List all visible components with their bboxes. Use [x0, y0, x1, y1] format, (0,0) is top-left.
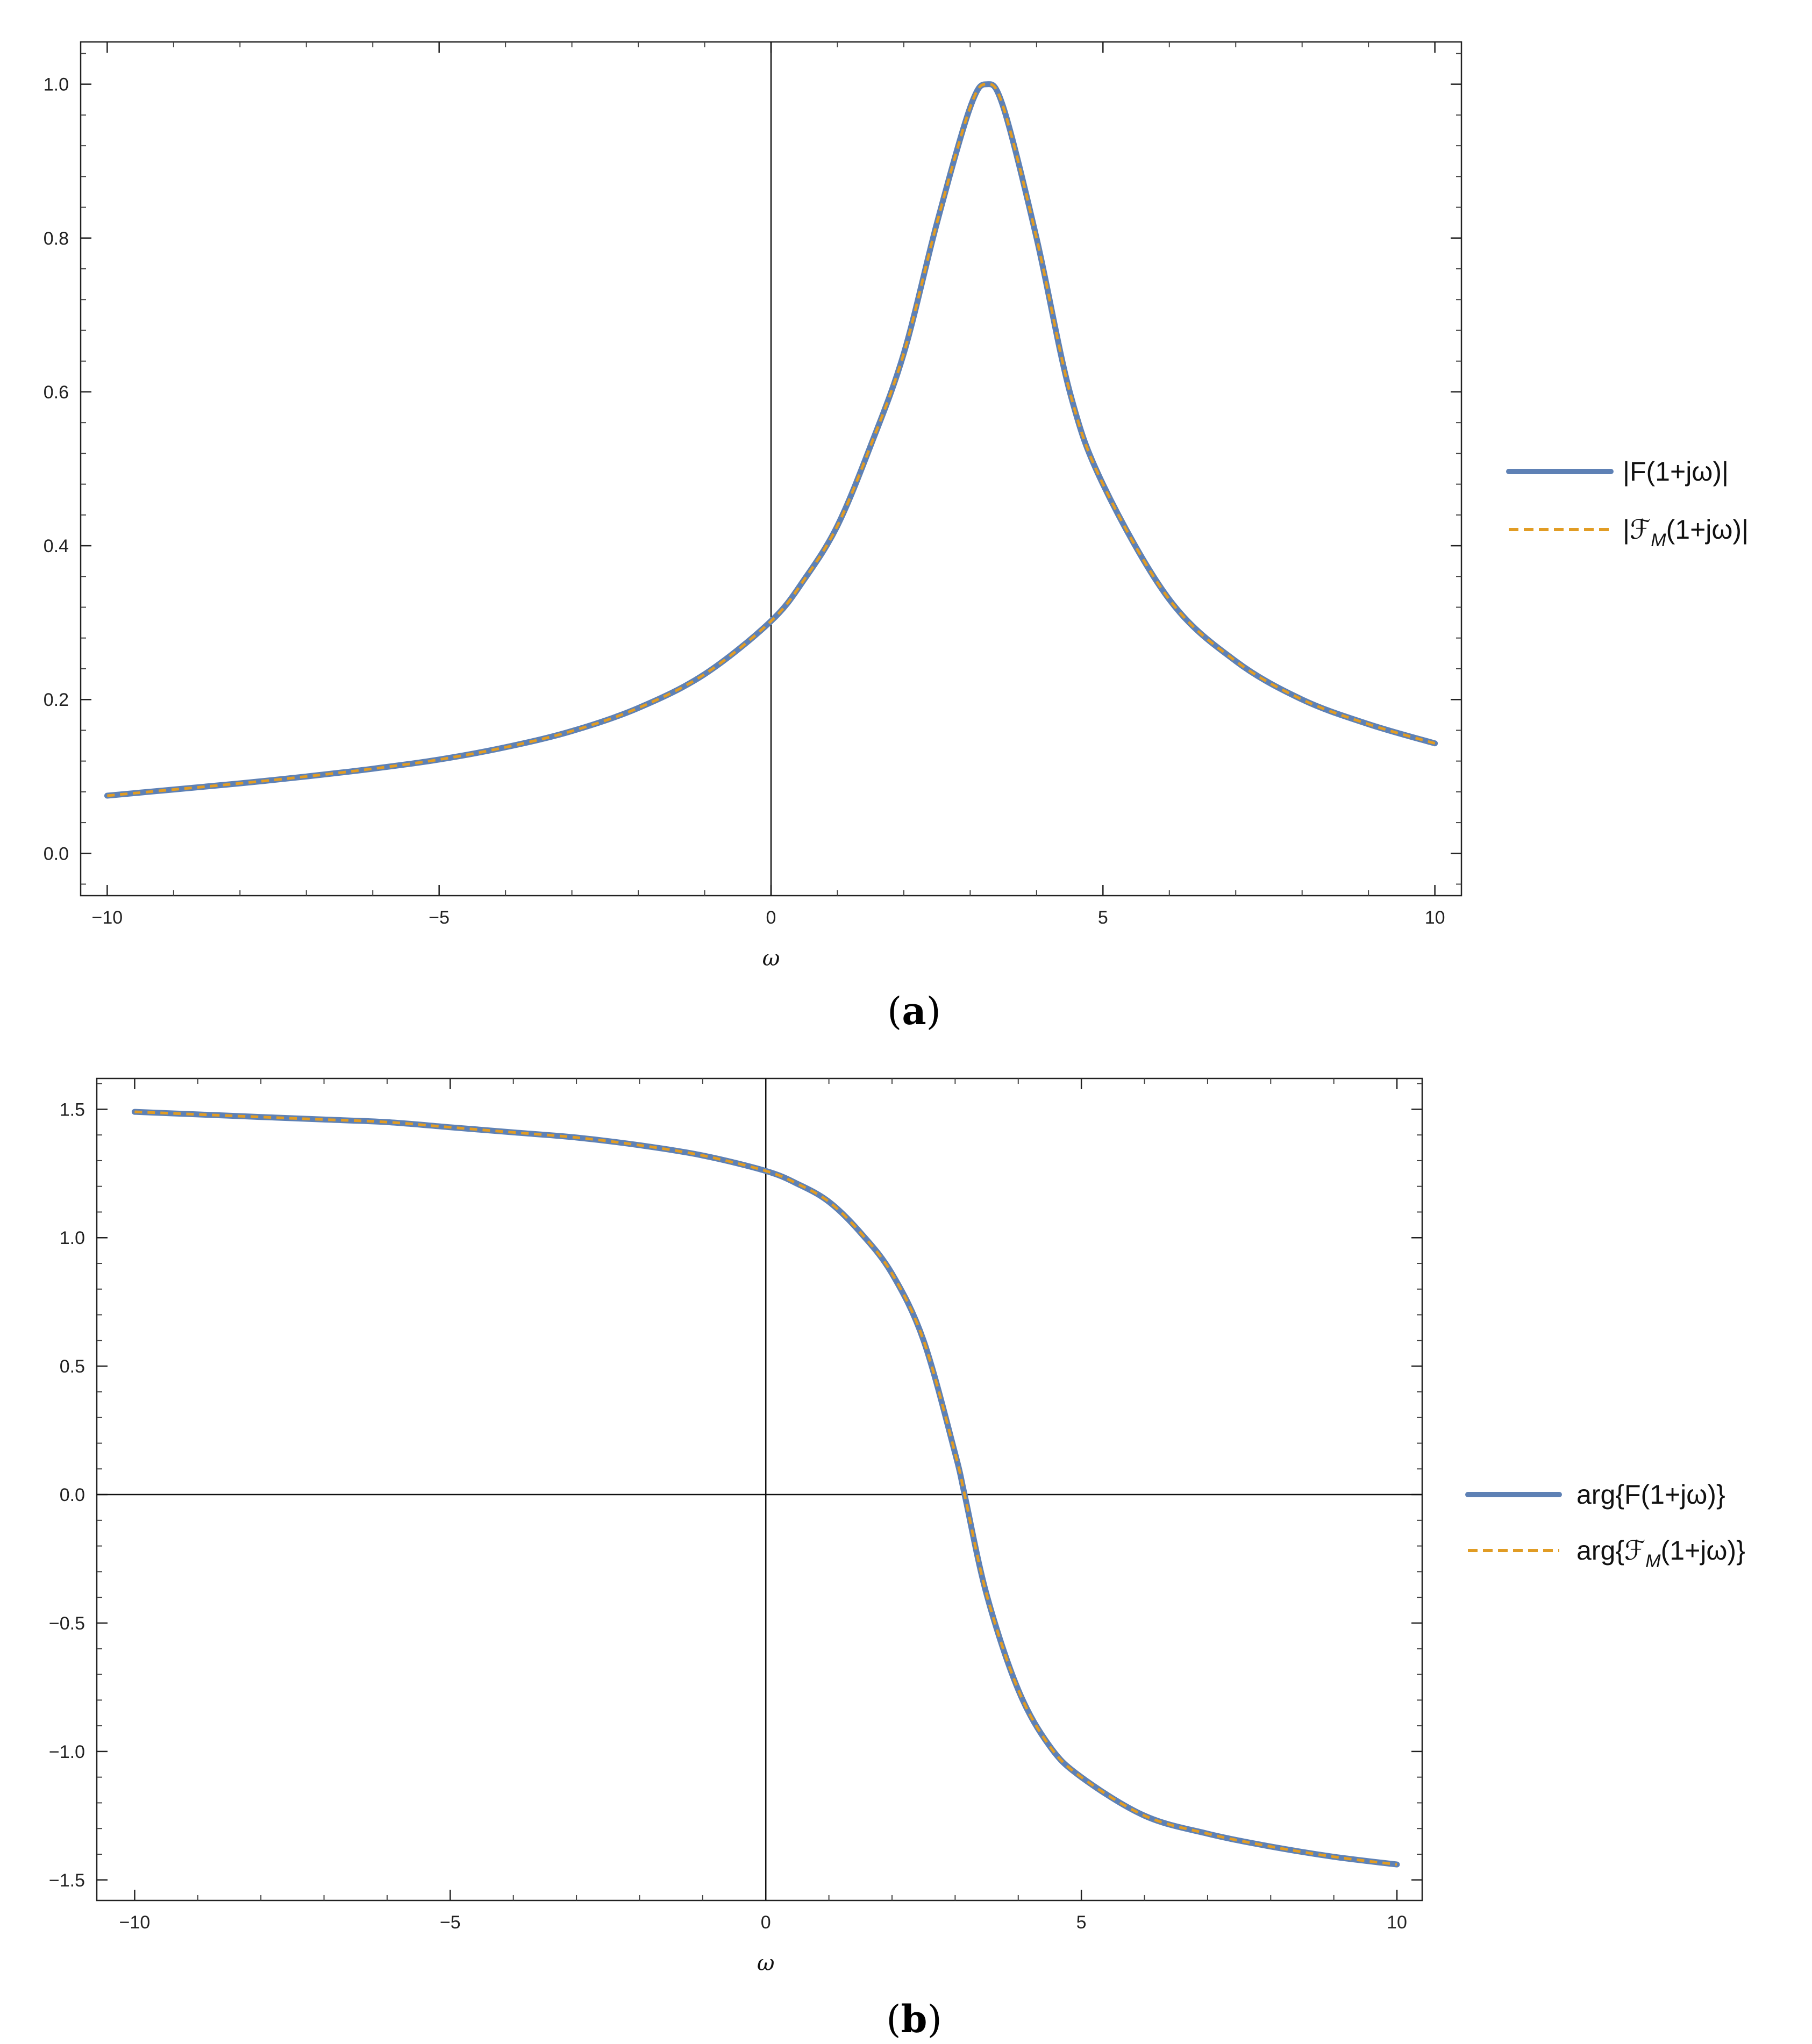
chart-a-y-tick-label: 0.4 [44, 536, 69, 556]
chart-a-y-tick-label: 1.0 [44, 75, 69, 95]
plot-area-b: −10 −5 0 5 10 −1.5 −1.0 −0.5 0.0 0.5 1.0 1.5 ω [49, 1077, 1423, 1976]
legend-a-label-2: |ℱM(1+jω)| [1623, 514, 1749, 551]
chart-b-frame [96, 1077, 1423, 1902]
chart-b-y-tick-label: 1.0 [60, 1228, 85, 1248]
chart-a-y-tick-label: 0.6 [44, 382, 69, 403]
chart-a-x-tick-label: −10 [92, 907, 123, 928]
chart-b-x-tick-label: −10 [119, 1912, 151, 1933]
chart-b-x-tick-label: −5 [440, 1912, 461, 1933]
caption-b: (b) [886, 1997, 942, 2041]
chart-b-y-tick-label: 1.5 [60, 1099, 85, 1120]
chart-b-y-tick-label: −1.5 [49, 1870, 85, 1891]
legend-b-label-2: arg{ℱM(1+jω)} [1576, 1535, 1745, 1571]
chart-panel-b: −10 −5 0 5 10 −1.5 −1.0 −0.5 0.0 0.5 1.0 1.5 ω arg{F… [49, 1077, 1745, 2041]
chart-b-y-tick-label: −1.0 [49, 1742, 85, 1762]
chart-b-x-tick-label: 0 [761, 1912, 771, 1933]
chart-b-y-tick-label: 0.0 [60, 1485, 85, 1505]
chart-b-x-tick-label: 10 [1387, 1912, 1407, 1933]
caption-a: (a) [887, 989, 941, 1033]
chart-b-y-tick-label: 0.5 [60, 1356, 85, 1377]
chart-a-y-tick-label: 0.2 [44, 690, 69, 710]
chart-a-y-tick-label: 0.8 [44, 228, 69, 249]
chart-panel-a: −10 −5 0 5 10 0.0 0.2 0.4 0.6 0.8 1.0 ω |F(1+jω)| |… [44, 41, 1749, 1033]
chart-a-x-tick-label: 10 [1425, 907, 1445, 928]
chart-b-x-tick-label: 5 [1076, 1912, 1087, 1933]
legend-a: |F(1+jω)| |ℱM(1+jω)| [1506, 456, 1749, 551]
chart-b-series-dashed-line [134, 1110, 1397, 1866]
legend-a-label-1: |F(1+jω)| [1623, 456, 1729, 487]
plot-area-a: −10 −5 0 5 10 0.0 0.2 0.4 0.6 0.8 1.0 ω [44, 41, 1463, 971]
chart-a-series-solid-line [104, 81, 1438, 799]
chart-a-x-tick-label: −5 [429, 907, 450, 928]
chart-a-y-tick-label: 0.0 [44, 844, 69, 864]
chart-b-y-tick-label: −0.5 [49, 1613, 85, 1634]
chart-a-x-tick-label: 0 [766, 907, 776, 928]
chart-a-x-tick-label: 5 [1098, 907, 1108, 928]
chart-b-x-axis-title: ω [757, 1951, 775, 1976]
chart-a-x-axis-title: ω [762, 946, 780, 971]
legend-b-label-1: arg{F(1+jω)} [1576, 1480, 1725, 1510]
legend-b: arg{F(1+jω)} arg{ℱM(1+jω)} [1465, 1480, 1745, 1571]
